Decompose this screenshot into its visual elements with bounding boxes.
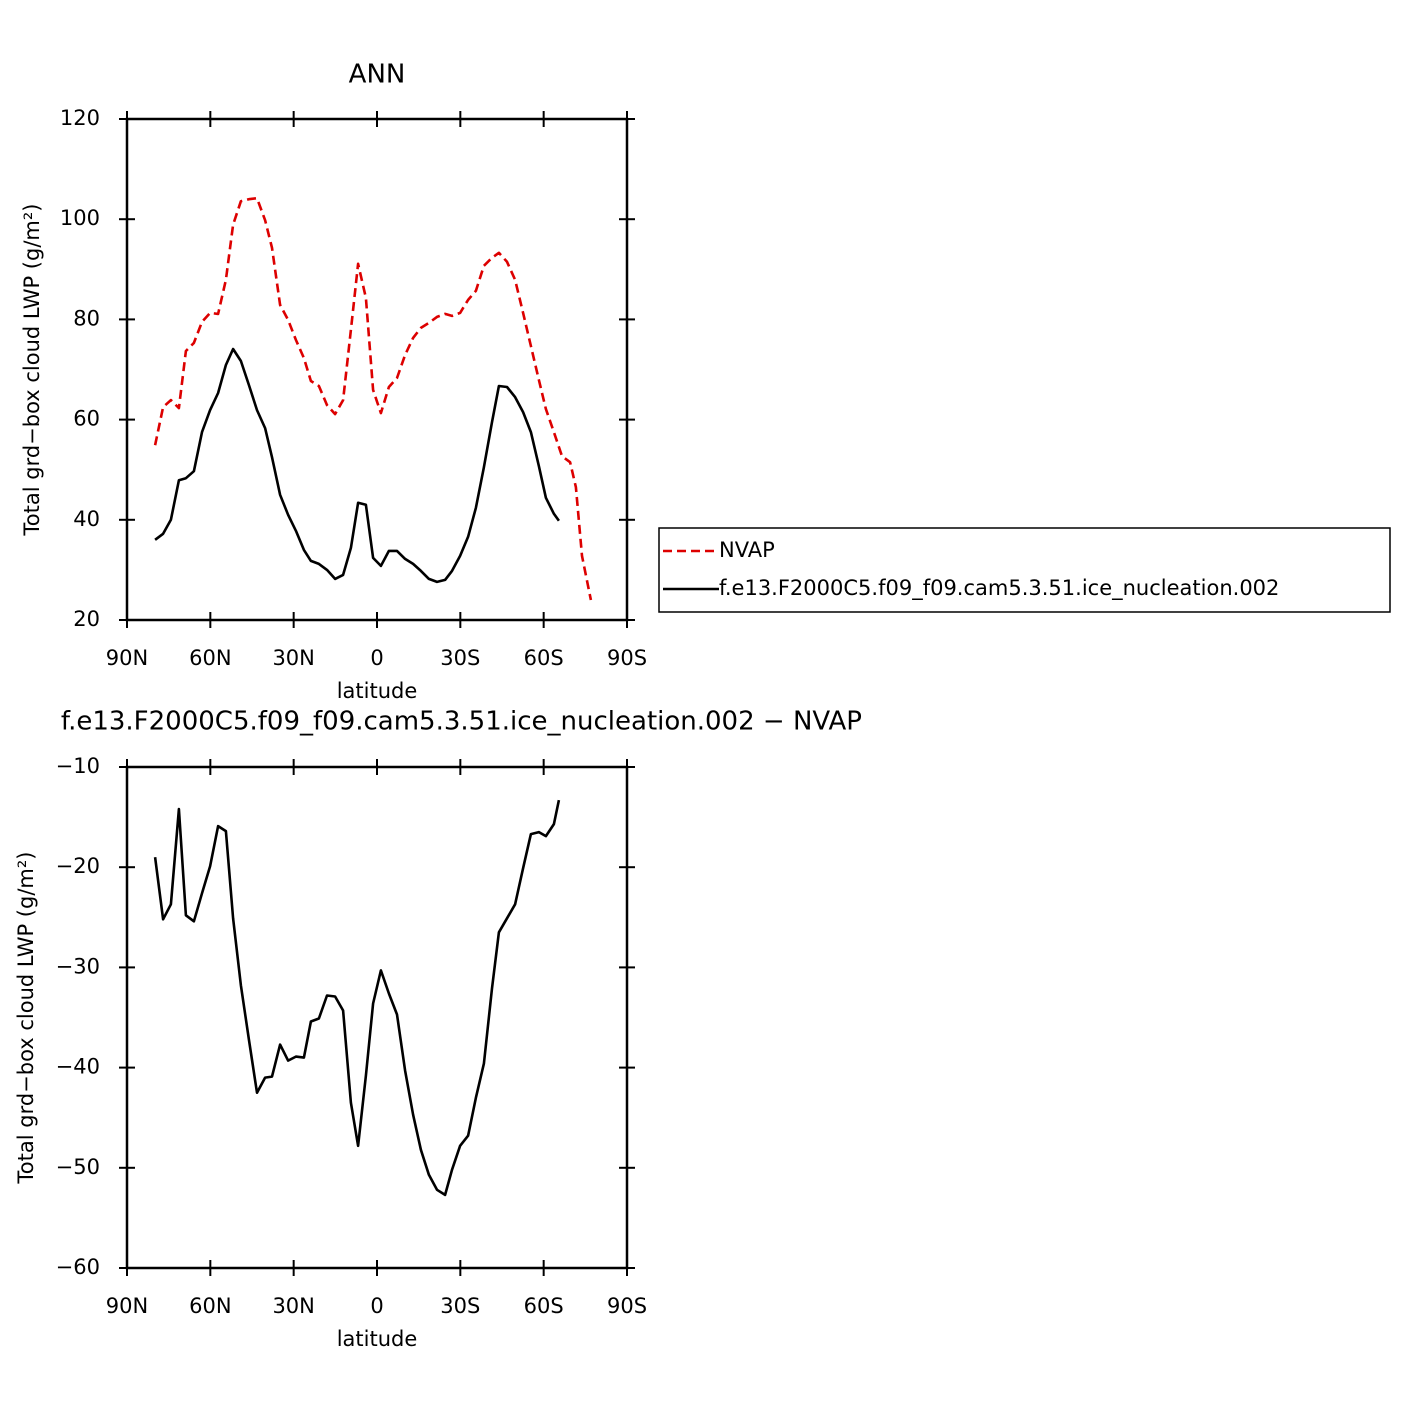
x-tick-label: 30S: [440, 1294, 480, 1318]
series-line: [153, 799, 561, 1197]
x-tick-label: 60N: [189, 1294, 231, 1318]
y-tick-label: −20: [56, 854, 100, 878]
y-tick-label: 40: [73, 507, 100, 531]
y-axis-label: Total grd−box cloud LWP (g/m²): [14, 852, 38, 1185]
x-axis-label: latitude: [337, 1327, 418, 1351]
y-tick-label: 20: [73, 607, 100, 631]
x-tick-label: 60N: [189, 646, 231, 670]
y-tick-label: −60: [56, 1255, 100, 1279]
chart-title: f.e13.F2000C5.f09_f09.cam5.3.51.ice_nucl…: [61, 707, 862, 737]
x-tick-label: 0: [370, 1294, 383, 1318]
chart-title: ANN: [349, 60, 406, 90]
series-line: [154, 347, 560, 584]
plot-frame: [125, 765, 629, 1270]
y-tick-label: −50: [56, 1155, 100, 1179]
x-tick-label: 90S: [607, 1294, 647, 1318]
x-tick-label: 30S: [440, 646, 480, 670]
legend-label: f.e13.F2000C5.f09_f09.cam5.3.51.ice_nucl…: [719, 576, 1279, 601]
y-tick-label: 100: [60, 206, 100, 230]
y-tick-label: 60: [73, 407, 100, 431]
x-tick-label: 90S: [607, 646, 647, 670]
x-tick-label: 30N: [272, 1294, 314, 1318]
legend-label: NVAP: [719, 538, 775, 562]
y-tick-label: −10: [56, 754, 100, 778]
series-line: [153, 196, 593, 601]
x-axis-label: latitude: [337, 679, 418, 703]
y-tick-label: −30: [56, 954, 100, 978]
legend-box: [658, 527, 1391, 613]
plot-frame: [125, 117, 629, 622]
y-tick-label: 80: [73, 306, 100, 330]
x-tick-label: 90N: [106, 1294, 148, 1318]
x-tick-label: 90N: [106, 646, 148, 670]
y-tick-label: −40: [56, 1055, 100, 1079]
x-tick-label: 60S: [524, 646, 564, 670]
x-tick-label: 0: [370, 646, 383, 670]
x-tick-label: 30N: [272, 646, 314, 670]
x-tick-label: 60S: [524, 1294, 564, 1318]
y-tick-label: 120: [60, 106, 100, 130]
y-axis-label: Total grd−box cloud LWP (g/m²): [20, 204, 44, 537]
